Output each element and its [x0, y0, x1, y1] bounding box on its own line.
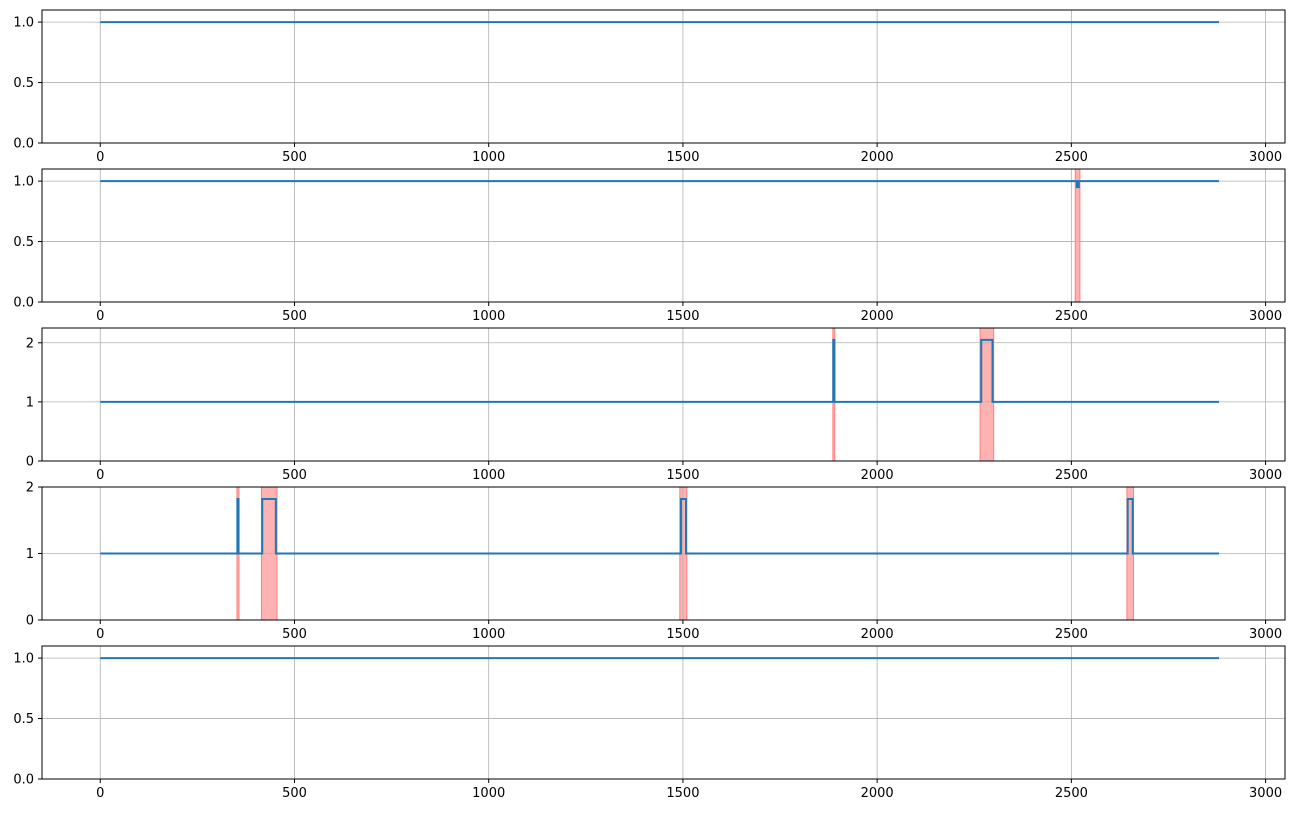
x-tick-label: 1500	[666, 627, 699, 642]
highlight-span-2	[979, 328, 995, 461]
x-tick-label: 1500	[666, 786, 699, 801]
x-tick-label: 3000	[1249, 786, 1282, 801]
y-tick-label: 2	[26, 481, 34, 496]
x-tick-label: 1000	[472, 468, 505, 483]
y-tick-label: 1.0	[13, 652, 34, 667]
subplot-4: 0 500 1000 1500 2000 2500 3000 0 1 2	[26, 481, 1286, 642]
x-tick-label: 1500	[666, 150, 699, 165]
y-tick-label: 0	[26, 455, 34, 470]
x-tick-label: 2000	[861, 150, 894, 165]
x-tick-label: 3000	[1249, 627, 1282, 642]
x-tick-label: 0	[96, 468, 104, 483]
x-tick-label: 500	[282, 627, 307, 642]
x-tick-label: 2000	[861, 309, 894, 324]
x-tick-label: 1000	[472, 309, 505, 324]
x-tick-label: 3000	[1249, 150, 1282, 165]
y-tick-label: 0.0	[13, 773, 34, 788]
series-line-1	[100, 338, 1219, 403]
y-tick-label: 2	[26, 336, 34, 351]
y-tick-label: 0.5	[13, 76, 34, 91]
x-tick-label: 2500	[1055, 786, 1088, 801]
x-tick-label: 0	[96, 309, 104, 324]
x-tick-label: 1500	[666, 309, 699, 324]
series-line-1	[100, 180, 1219, 189]
axes-frame	[41, 645, 1286, 780]
y-tick-label: 1	[26, 395, 34, 410]
x-tick-label: 3000	[1249, 468, 1282, 483]
x-tick-label: 1500	[666, 468, 699, 483]
y-tick-label: 0.0	[13, 296, 34, 311]
x-tick-label: 500	[282, 309, 307, 324]
x-tick-label: 1000	[472, 786, 505, 801]
x-tick-label: 0	[96, 627, 104, 642]
x-tick-label: 2500	[1055, 627, 1088, 642]
axes-frame	[41, 9, 1286, 144]
x-tick-label: 500	[282, 786, 307, 801]
axes-frame	[41, 168, 1286, 303]
subplot-5: 0 500 1000 1500 2000 2500 3000 0.0 0.5 1.0	[13, 645, 1286, 801]
y-tick-label: 0.5	[13, 235, 34, 250]
x-tick-label: 2000	[861, 627, 894, 642]
y-tick-label: 1	[26, 547, 34, 562]
x-tick-label: 500	[282, 468, 307, 483]
y-tick-label: 1.0	[13, 175, 34, 190]
subplot-2: 0 500 1000 1500 2000 2500 3000 0.0 0.5 1.0	[13, 168, 1286, 324]
y-tick-label: 0	[26, 614, 34, 629]
x-tick-label: 2000	[861, 468, 894, 483]
x-tick-label: 3000	[1249, 309, 1282, 324]
series-line-1	[100, 497, 1219, 555]
y-tick-label: 1.0	[13, 16, 34, 31]
subplot-3: 0 500 1000 1500 2000 2500 3000 0 1 2	[26, 327, 1286, 483]
subplot-1: 0 500 1000 1500 2000 2500 3000 0.0 0.5 1.0	[13, 9, 1286, 165]
x-tick-label: 2500	[1055, 309, 1088, 324]
x-tick-label: 2500	[1055, 468, 1088, 483]
axes-frame	[41, 327, 1286, 462]
y-tick-label: 0.5	[13, 712, 34, 727]
highlight-span-1	[1074, 169, 1081, 302]
x-tick-label: 2500	[1055, 150, 1088, 165]
x-tick-label: 2000	[861, 786, 894, 801]
x-tick-label: 500	[282, 150, 307, 165]
x-tick-label: 1000	[472, 150, 505, 165]
x-tick-label: 1000	[472, 627, 505, 642]
y-tick-label: 0.0	[13, 137, 34, 152]
x-tick-label: 0	[96, 786, 104, 801]
x-tick-label: 0	[96, 150, 104, 165]
